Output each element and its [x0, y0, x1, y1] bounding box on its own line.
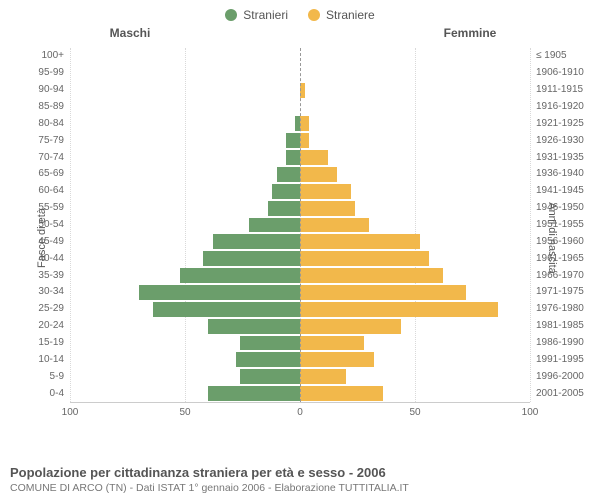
age-label: 90-94 — [38, 85, 70, 95]
bar-female — [300, 150, 328, 165]
birth-label: 1911-1915 — [530, 85, 583, 95]
age-label: 50-54 — [38, 220, 70, 230]
age-label: 55-59 — [38, 203, 70, 213]
legend-swatch-male — [225, 9, 237, 21]
center-axis — [300, 48, 301, 402]
x-tick: 50 — [409, 407, 420, 418]
legend-swatch-female — [308, 9, 320, 21]
population-pyramid: Fasce di età Anni di nascita 100+≤ 19059… — [70, 48, 530, 428]
birth-label: 1916-1920 — [530, 102, 584, 112]
birth-label: 1976-1980 — [530, 304, 584, 314]
age-label: 40-44 — [38, 254, 70, 264]
birth-label: 1946-1950 — [530, 203, 584, 213]
bar-male — [153, 302, 300, 317]
birth-label: 2001-2005 — [530, 389, 584, 399]
birth-label: 1941-1945 — [530, 186, 584, 196]
bar-male — [286, 133, 300, 148]
header-male: Maschi — [0, 26, 300, 40]
chart-footer: Popolazione per cittadinanza straniera p… — [10, 465, 590, 494]
bar-male — [208, 319, 300, 334]
x-tick: 100 — [62, 407, 79, 418]
age-label: 70-74 — [38, 153, 70, 163]
x-tick: 100 — [522, 407, 539, 418]
bar-female — [300, 285, 466, 300]
birth-label: 1961-1965 — [530, 254, 584, 264]
bar-female — [300, 234, 420, 249]
age-label: 20-24 — [38, 321, 70, 331]
age-label: 65-69 — [38, 169, 70, 179]
bar-female — [300, 184, 351, 199]
birth-label: 1956-1960 — [530, 237, 584, 247]
age-label: 10-14 — [38, 355, 70, 365]
bar-male — [180, 268, 300, 283]
age-label: 5-9 — [50, 372, 70, 382]
birth-label: 1926-1930 — [530, 136, 584, 146]
bar-male — [272, 184, 300, 199]
bar-female — [300, 251, 429, 266]
birth-label: 1996-2000 — [530, 372, 584, 382]
age-label: 30-34 — [38, 287, 70, 297]
bar-male — [208, 386, 300, 401]
bar-female — [300, 369, 346, 384]
legend: Stranieri Straniere — [0, 0, 600, 26]
birth-label: 1936-1940 — [530, 169, 584, 179]
bar-female — [300, 386, 383, 401]
column-headers: Maschi Femmine — [0, 26, 600, 44]
birth-label: 1986-1990 — [530, 338, 584, 348]
birth-label: 1981-1985 — [530, 321, 584, 331]
bar-male — [286, 150, 300, 165]
bar-male — [240, 336, 300, 351]
bar-male — [277, 167, 300, 182]
age-label: 45-49 — [38, 237, 70, 247]
birth-label: ≤ 1905 — [530, 51, 567, 61]
bar-female — [300, 116, 309, 131]
bar-female — [300, 319, 401, 334]
bar-male — [236, 352, 300, 367]
header-female: Femmine — [300, 26, 600, 40]
birth-label: 1966-1970 — [530, 271, 584, 281]
age-label: 0-4 — [50, 389, 70, 399]
x-axis: 10050050100 — [70, 402, 530, 428]
bar-male — [268, 201, 300, 216]
age-label: 80-84 — [38, 119, 70, 129]
age-label: 95-99 — [38, 68, 70, 78]
bar-female — [300, 133, 309, 148]
bar-female — [300, 352, 374, 367]
bar-female — [300, 336, 364, 351]
legend-item-male: Stranieri — [225, 8, 288, 22]
birth-label: 1951-1955 — [530, 220, 584, 230]
birth-label: 1931-1935 — [530, 153, 584, 163]
chart-subtitle: COMUNE DI ARCO (TN) - Dati ISTAT 1° genn… — [10, 482, 590, 494]
chart-title: Popolazione per cittadinanza straniera p… — [10, 465, 590, 480]
birth-label: 1991-1995 — [530, 355, 584, 365]
bar-female — [300, 201, 355, 216]
bar-female — [300, 302, 498, 317]
bar-male — [139, 285, 300, 300]
legend-label-female: Straniere — [326, 8, 375, 22]
x-tick: 50 — [179, 407, 190, 418]
age-label: 60-64 — [38, 186, 70, 196]
bar-male — [240, 369, 300, 384]
birth-label: 1906-1910 — [530, 68, 584, 78]
bar-female — [300, 167, 337, 182]
age-label: 35-39 — [38, 271, 70, 281]
bar-female — [300, 268, 443, 283]
bar-male — [249, 218, 300, 233]
bar-male — [213, 234, 300, 249]
age-label: 75-79 — [38, 136, 70, 146]
age-label: 25-29 — [38, 304, 70, 314]
birth-label: 1921-1925 — [530, 119, 584, 129]
bar-female — [300, 218, 369, 233]
birth-label: 1971-1975 — [530, 287, 584, 297]
legend-item-female: Straniere — [308, 8, 375, 22]
x-tick: 0 — [297, 407, 303, 418]
plot-area: 100+≤ 190595-991906-191090-941911-191585… — [70, 48, 530, 402]
bar-male — [203, 251, 300, 266]
age-label: 100+ — [41, 51, 70, 61]
age-label: 85-89 — [38, 102, 70, 112]
legend-label-male: Stranieri — [243, 8, 288, 22]
age-label: 15-19 — [38, 338, 70, 348]
